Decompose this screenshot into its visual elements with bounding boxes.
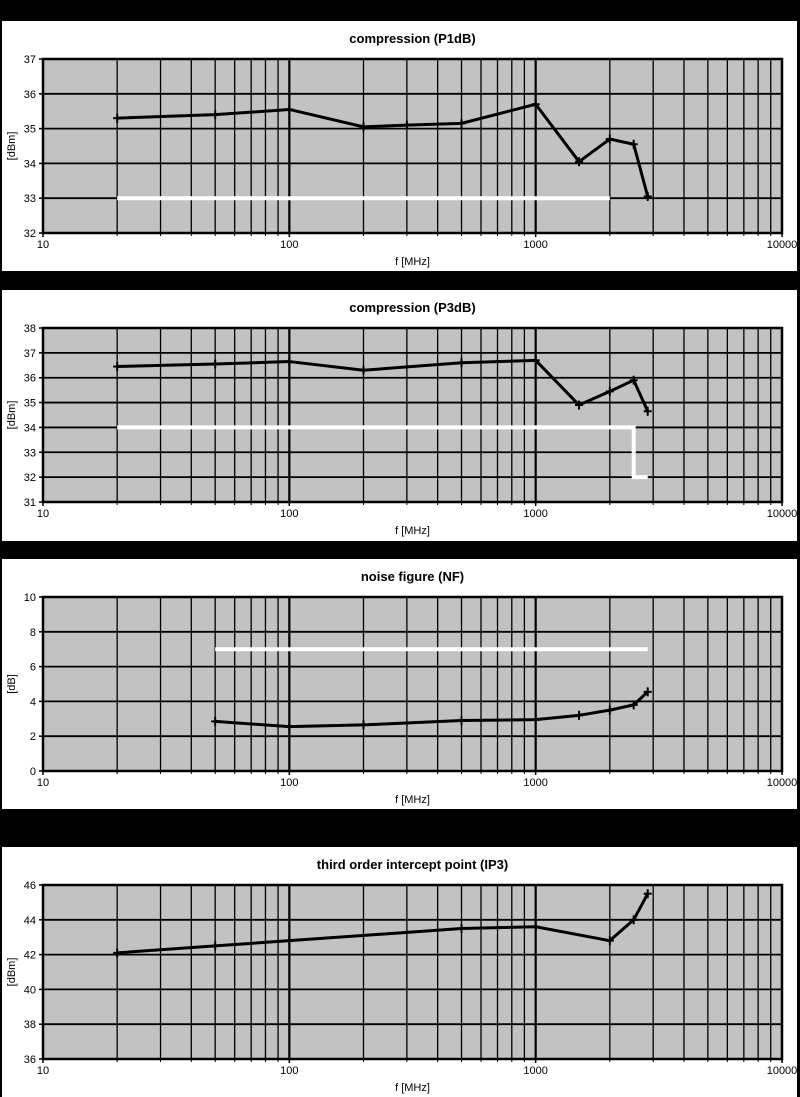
y-tick-label: 46 — [24, 880, 36, 892]
x-tick-label: 10000 — [767, 508, 797, 520]
x-tick-label: 1000 — [523, 777, 547, 789]
y-tick-label: 36 — [24, 373, 36, 385]
x-axis-label: f [MHz] — [395, 525, 430, 537]
x-tick-label: 10 — [37, 239, 49, 251]
panel-compression-p3db: 10 100 1000 10000 31 32 33 34 35 36 37 38 compressio… — [2, 290, 797, 541]
chart-title: third order intercept point (IP3) — [317, 857, 508, 872]
y-tick-label: 35 — [24, 398, 36, 410]
chart-noise-figure: 10 100 1000 10000 0 2 4 6 8 10 noise figure (NF) f … — [2, 559, 797, 809]
y-tick-label: 36 — [24, 1054, 36, 1066]
plot-border — [41, 595, 784, 773]
y-tick-label: 10 — [24, 592, 36, 604]
panel-compression-p1db: 10 100 1000 10000 32 33 34 35 36 37 compression (P… — [2, 21, 797, 271]
chart-canvas: 10 100 1000 10000 36 38 40 42 44 46 third order in… — [6, 857, 797, 1094]
y-tick-label: 38 — [24, 323, 36, 335]
plot-border — [41, 883, 784, 1061]
y-tick-label: 37 — [24, 348, 36, 360]
y-axis-label: [dBm] — [6, 401, 18, 430]
plot-area — [43, 885, 782, 1059]
y-tick-label: 40 — [24, 984, 36, 996]
y-tick-label: 32 — [24, 228, 36, 240]
chart-canvas: 10 100 1000 10000 0 2 4 6 8 10 noise figure (NF) f … — [6, 569, 797, 806]
x-tick-label: 100 — [280, 239, 298, 251]
chart-canvas: 10 100 1000 10000 32 33 34 35 36 37 compression (P… — [6, 31, 797, 268]
y-tick-label: 4 — [30, 696, 36, 708]
y-tick-label: 38 — [24, 1019, 36, 1031]
panel-third-order-intercept: 10 100 1000 10000 36 38 40 42 44 46 third order in… — [2, 847, 797, 1097]
spec-limit-line — [117, 425, 648, 480]
chart-third-order-intercept: 10 100 1000 10000 36 38 40 42 44 46 third order in… — [2, 847, 797, 1097]
plot-border — [41, 57, 784, 235]
plot-area — [43, 597, 782, 771]
x-tick-label: 100 — [280, 1065, 298, 1077]
chart-compression-p1db: 10 100 1000 10000 32 33 34 35 36 37 compression (P… — [2, 21, 797, 271]
y-tick-label: 31 — [24, 497, 36, 509]
y-tick-label: 0 — [30, 766, 36, 778]
y-tick-label: 34 — [24, 422, 36, 434]
x-tick-label: 10 — [37, 508, 49, 520]
x-tick-label: 100 — [280, 508, 298, 520]
chart-title: noise figure (NF) — [361, 569, 464, 584]
data-series-line — [117, 892, 650, 955]
panel-noise-figure: 10 100 1000 10000 0 2 4 6 8 10 noise figure (NF) f … — [2, 559, 797, 809]
data-series-line — [117, 358, 650, 412]
y-axis-label: [dBm] — [6, 958, 18, 987]
x-tick-label: 1000 — [523, 508, 547, 520]
x-tick-label: 10000 — [767, 777, 797, 789]
y-tick-label: 2 — [30, 731, 36, 743]
x-tick-label: 10 — [37, 777, 49, 789]
x-tick-label: 1000 — [523, 239, 547, 251]
plot-area — [43, 328, 782, 502]
plot-border — [41, 326, 784, 504]
y-tick-label: 33 — [24, 193, 36, 205]
y-tick-label: 6 — [30, 662, 36, 674]
x-axis-label: f [MHz] — [395, 794, 430, 806]
x-tick-label: 10000 — [767, 239, 797, 251]
x-axis-label: f [MHz] — [395, 1082, 430, 1094]
x-tick-label: 10000 — [767, 1065, 797, 1077]
y-axis-label: [dBm] — [6, 132, 18, 161]
y-tick-label: 8 — [30, 627, 36, 639]
x-axis-label: f [MHz] — [395, 256, 430, 268]
y-tick-label: 44 — [24, 915, 36, 927]
chart-canvas: 10 100 1000 10000 31 32 33 34 35 36 37 38 compressio… — [6, 300, 797, 537]
x-tick-label: 1000 — [523, 1065, 547, 1077]
y-tick-label: 42 — [24, 950, 36, 962]
y-tick-label: 32 — [24, 472, 36, 484]
chart-title: compression (P1dB) — [349, 31, 475, 46]
chart-compression-p3db: 10 100 1000 10000 31 32 33 34 35 36 37 38 compressio… — [2, 290, 797, 541]
plot-area — [43, 59, 782, 233]
y-tick-label: 33 — [24, 447, 36, 459]
x-tick-label: 10 — [37, 1065, 49, 1077]
y-axis-label: [dB] — [6, 674, 18, 694]
y-tick-label: 35 — [24, 124, 36, 136]
y-tick-label: 36 — [24, 89, 36, 101]
y-tick-label: 37 — [24, 54, 36, 66]
y-tick-label: 34 — [24, 158, 36, 170]
chart-title: compression (P3dB) — [349, 300, 475, 315]
x-tick-label: 100 — [280, 777, 298, 789]
